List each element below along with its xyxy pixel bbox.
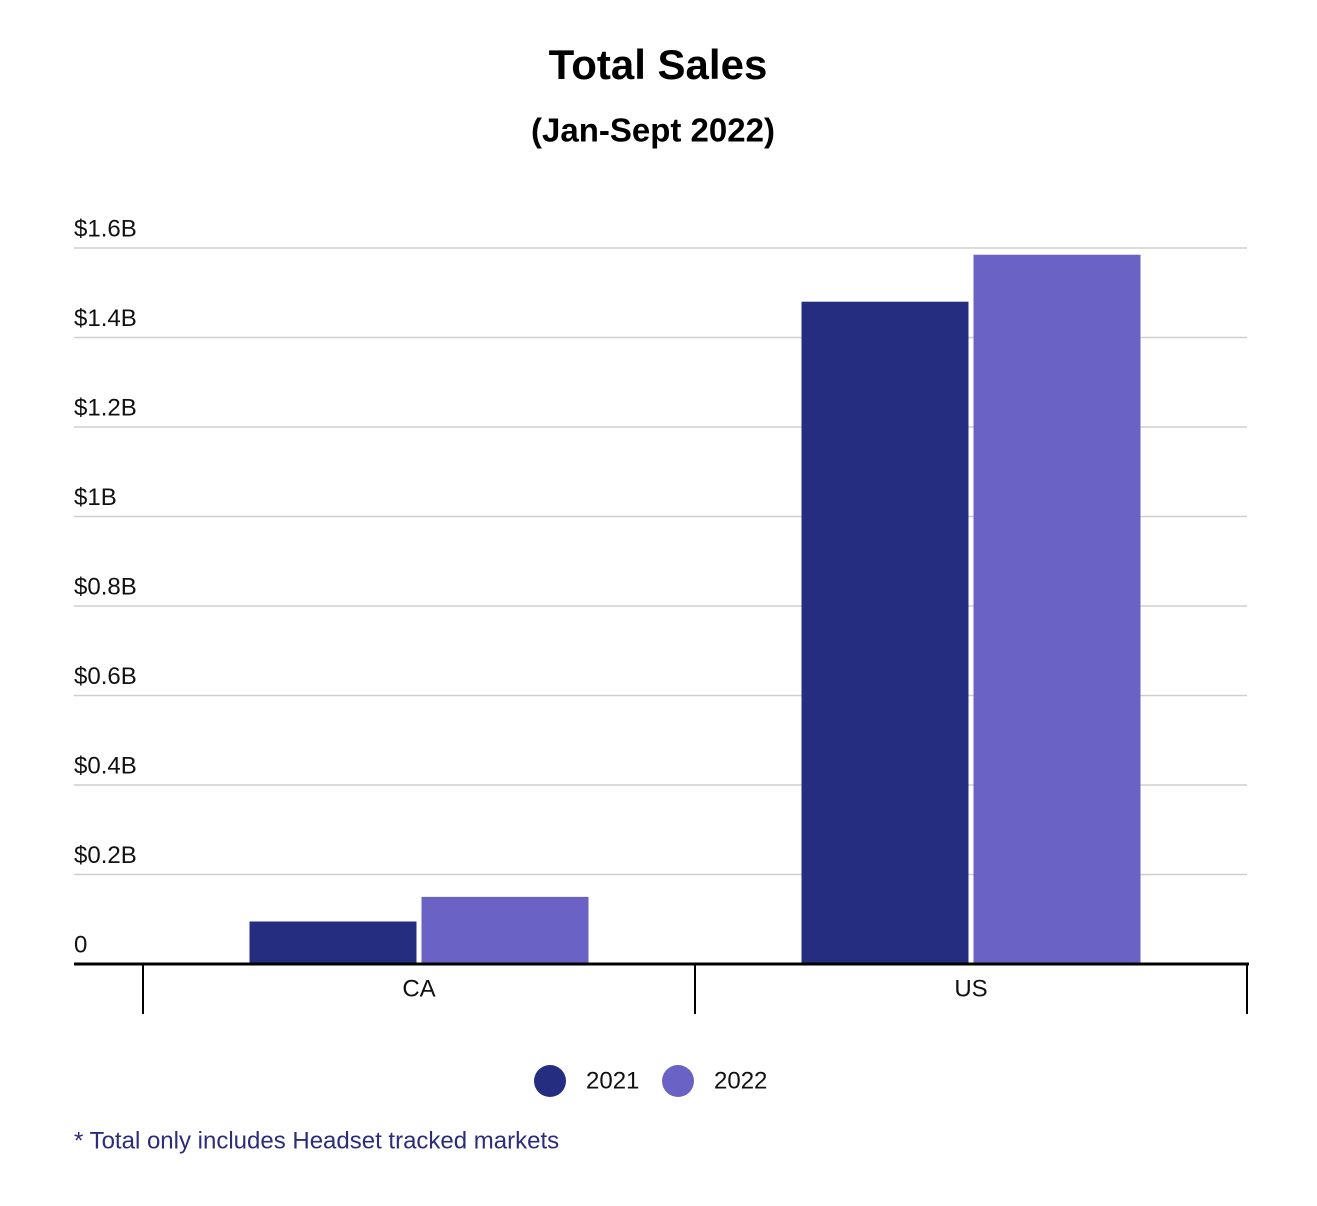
y-tick-label: $1.4B xyxy=(74,305,137,332)
bar xyxy=(249,921,417,964)
y-tick-label: $0.8B xyxy=(74,573,137,600)
legend-swatch xyxy=(534,1065,566,1097)
y-tick-label: $1B xyxy=(74,484,117,511)
chart-title: Total Sales xyxy=(549,41,768,88)
legend-label: 2021 xyxy=(586,1067,639,1094)
chart-subtitle: (Jan-Sept 2022) xyxy=(531,112,775,149)
bar xyxy=(421,896,589,964)
legend-label: 2022 xyxy=(714,1067,767,1094)
bar xyxy=(801,301,969,964)
y-tick-label: $0.6B xyxy=(74,663,137,690)
y-tick-label: $1.2B xyxy=(74,394,137,421)
y-tick-label: $0.4B xyxy=(74,752,137,779)
y-tick-label: $1.6B xyxy=(74,215,137,242)
x-tick-label: US xyxy=(954,975,987,1002)
bar xyxy=(973,254,1141,964)
y-tick-label: 0 xyxy=(74,931,87,958)
x-tick-label: CA xyxy=(402,975,435,1002)
footnote: * Total only includes Headset tracked ma… xyxy=(74,1127,559,1154)
legend-swatch xyxy=(662,1065,694,1097)
y-tick-label: $0.2B xyxy=(74,842,137,869)
